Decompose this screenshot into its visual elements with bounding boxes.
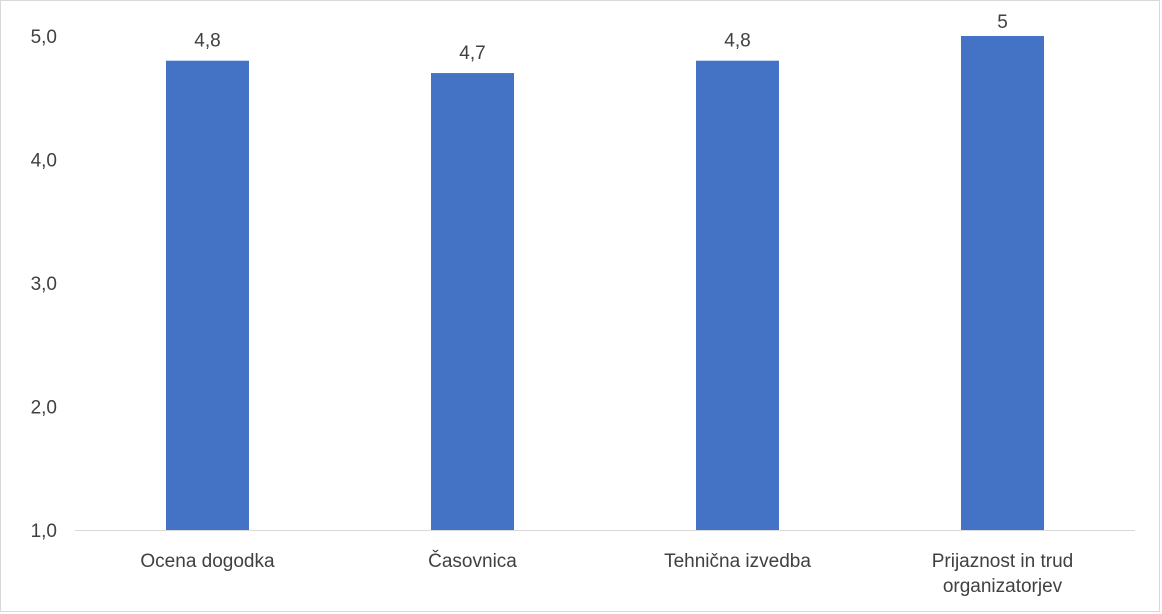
bar: [961, 36, 1044, 530]
bar-series: [166, 36, 1044, 531]
x-tick-label: Ocena dogodka: [140, 551, 275, 572]
data-labels: 4,8 4,7 4,8 5: [194, 12, 1008, 64]
data-label: 4,7: [459, 43, 485, 64]
bar: [431, 73, 514, 531]
x-tick-label: organizatorjev: [943, 576, 1063, 597]
bar: [696, 60, 779, 530]
y-tick-label: 5,0: [31, 27, 57, 48]
x-tick-label: Časovnica: [428, 550, 517, 572]
x-tick-label: Prijaznost in trud: [932, 551, 1074, 572]
y-axis-tick-labels: 1,0 2,0 3,0 4,0 5,0: [31, 27, 57, 542]
data-label: 5: [997, 12, 1008, 33]
data-label: 4,8: [194, 31, 220, 52]
x-tick-label: Tehnična izvedba: [664, 551, 811, 572]
y-tick-label: 3,0: [31, 274, 57, 295]
x-axis-category-labels: Ocena dogodka Časovnica Tehnična izvedba Pr…: [140, 550, 1073, 597]
y-tick-label: 2,0: [31, 398, 57, 419]
data-label: 4,8: [724, 31, 750, 52]
bar: [166, 60, 249, 530]
y-tick-label: 4,0: [31, 151, 57, 172]
y-tick-label: 1,0: [31, 521, 57, 542]
